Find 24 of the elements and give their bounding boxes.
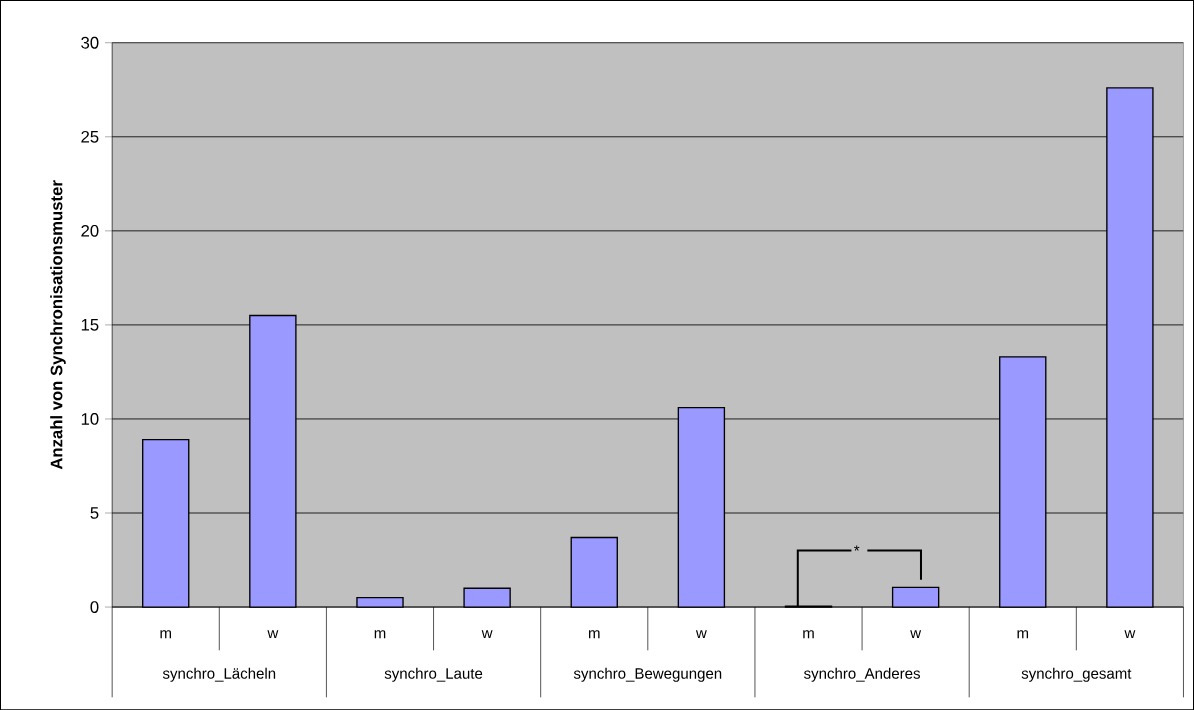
x-tick-label: w bbox=[910, 630, 922, 639]
x-tick-label: m bbox=[588, 630, 600, 639]
y-tick-label: 30 bbox=[81, 36, 99, 49]
text: synchro_Lächeln bbox=[162, 667, 276, 682]
x-tick-label: m bbox=[160, 630, 171, 639]
y-tick-label: 0 bbox=[90, 601, 99, 613]
x-tick-label: m bbox=[1017, 630, 1029, 639]
text: synchro_gesamt bbox=[1021, 667, 1132, 682]
y-tick-label: 5 bbox=[90, 507, 99, 519]
text: synchro_Bewegungen bbox=[573, 667, 722, 682]
x-tick-label: w bbox=[481, 630, 493, 639]
annotation: * bbox=[854, 545, 860, 551]
x-tick-label: w bbox=[267, 630, 279, 639]
y-tick-label: 10 bbox=[81, 412, 99, 425]
x-tick-label: m bbox=[803, 630, 814, 639]
y-tick-label: 20 bbox=[81, 224, 99, 237]
x-tick-label: w bbox=[1124, 630, 1136, 639]
x-tick-label: w bbox=[695, 630, 707, 639]
y-axis-title: Anzahl von Synchronisationsmuster bbox=[50, 180, 66, 470]
y-tick-label: 15 bbox=[81, 318, 99, 331]
text: synchro_Laute bbox=[384, 667, 483, 682]
y-tick-label: 25 bbox=[81, 130, 99, 143]
x-tick-label: m bbox=[374, 630, 386, 639]
text: synchro_Anderes bbox=[804, 667, 920, 682]
